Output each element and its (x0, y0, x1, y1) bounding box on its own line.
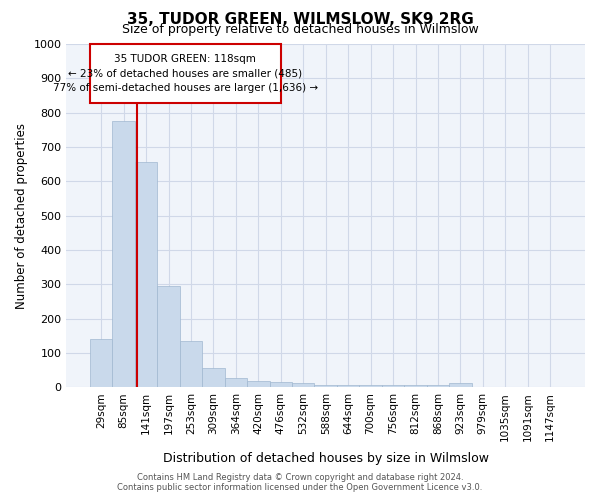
Bar (180, 341, 202, 388)
Bar (90, 339, 112, 388)
Bar (337, 384, 359, 388)
Bar (404, 384, 427, 388)
Bar (202, 368, 224, 388)
X-axis label: Distribution of detached houses by size in Wilmslow: Distribution of detached houses by size … (163, 452, 489, 465)
Bar (112, 121, 135, 388)
Bar (157, 286, 180, 388)
Bar (382, 384, 404, 388)
Y-axis label: Number of detached properties: Number of detached properties (15, 122, 28, 308)
Bar (359, 384, 382, 388)
Bar (292, 383, 314, 388)
Bar (224, 378, 247, 388)
Bar (247, 381, 269, 388)
Text: 35, TUDOR GREEN, WILMSLOW, SK9 2RG: 35, TUDOR GREEN, WILMSLOW, SK9 2RG (127, 12, 473, 28)
Text: Contains HM Land Registry data © Crown copyright and database right 2024.
Contai: Contains HM Land Registry data © Crown c… (118, 473, 482, 492)
Text: Size of property relative to detached houses in Wilmslow: Size of property relative to detached ho… (122, 22, 478, 36)
Bar (427, 384, 449, 388)
Text: 35 TUDOR GREEN: 118sqm
← 23% of detached houses are smaller (485)
77% of semi-de: 35 TUDOR GREEN: 118sqm ← 23% of detached… (53, 54, 318, 94)
Bar (314, 384, 337, 388)
FancyBboxPatch shape (90, 44, 281, 103)
Bar (135, 162, 157, 388)
Bar (449, 383, 472, 388)
Bar (269, 382, 292, 388)
